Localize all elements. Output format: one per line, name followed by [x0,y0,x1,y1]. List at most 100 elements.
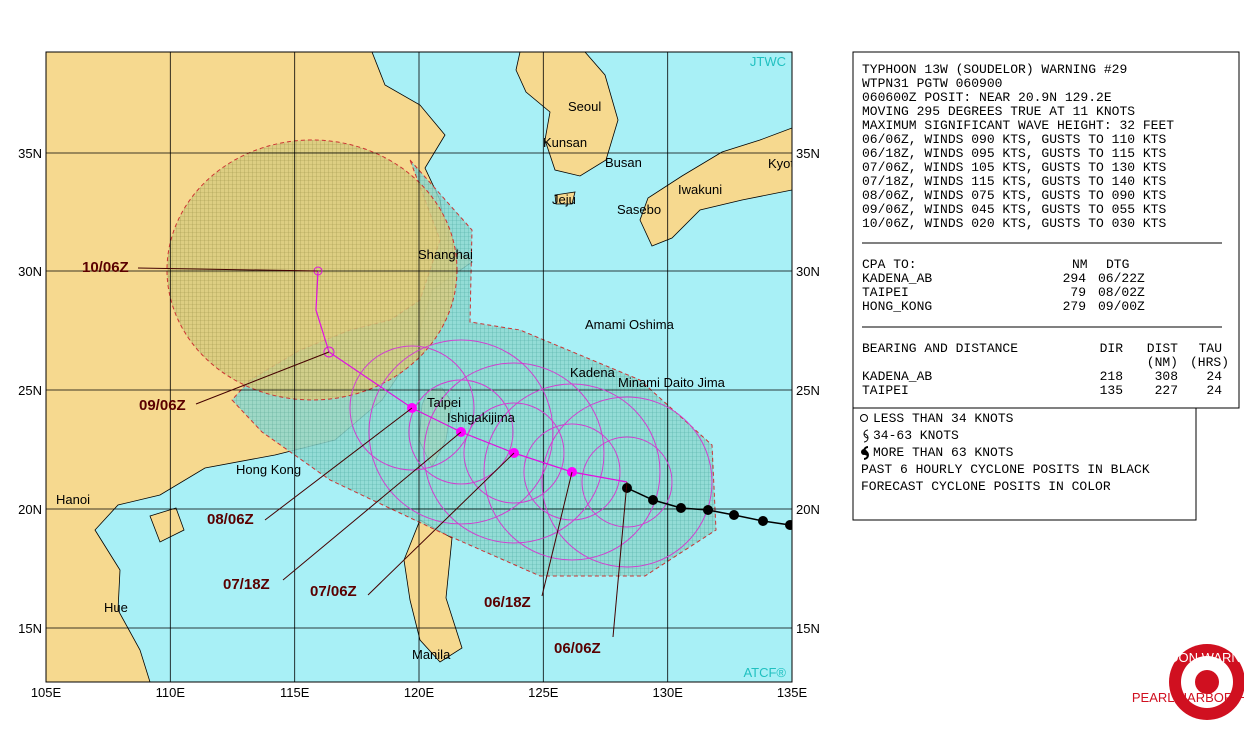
corner-label: ATCF® [743,665,786,680]
lon-label: 120E [404,685,435,700]
legend-symbol [861,449,867,455]
place-label: Hanoi [56,492,90,507]
place-label: Jeju [552,192,576,207]
place-label: Sasebo [617,202,661,217]
panel-text: 08/02Z [1098,285,1145,300]
place-label: Ishigakijima [447,410,516,425]
panel-text: MORE THAN 63 KNOTS [873,445,1014,460]
panel-text: 135 [1100,383,1123,398]
panel-text: 79 [1070,285,1086,300]
panel-text: 10/06Z, WINDS 020 KTS, GUSTS TO 030 KTS [862,216,1166,231]
legend-symbol [863,429,869,443]
panel-text: DIST [1147,341,1178,356]
panel-text: KADENA_AB [862,271,932,286]
panel-text: DIR [1100,341,1124,356]
panel-text: KADENA_AB [862,369,932,384]
panel-text: FORECAST CYCLONE POSITS IN COLOR [861,479,1111,494]
lat-label: 35N [796,146,820,161]
panel-text: 218 [1100,369,1123,384]
lat-label: 25N [18,383,42,398]
label-leaders [137,267,628,638]
panel-text: WTPN31 PGTW 060900 [862,76,1002,91]
place-label: Beijing [300,38,339,53]
lat-label: 35N [18,146,42,161]
lon-label: 125E [528,685,559,700]
lon-label: 105E [31,685,62,700]
place-label: Kyoto [768,156,801,171]
logo-text: JOINT TYPHOON WARNING CENTER [1093,650,1244,665]
forecast-label: 06/06Z [554,640,601,657]
panel-text: 06/06Z, WINDS 090 KTS, GUSTS TO 110 KTS [862,132,1166,147]
panel-text: 07/18Z, WINDS 115 KTS, GUSTS TO 140 KTS [862,174,1166,189]
panel-text: 06/18Z, WINDS 095 KTS, GUSTS TO 115 KTS [862,146,1166,161]
logo-subtext: PEARL HARBOR HAWAII [1132,690,1244,705]
lat-label: 30N [18,264,42,279]
map-frame [45,51,793,683]
panel-text: 24 [1206,383,1222,398]
panel-text: 227 [1155,383,1178,398]
place-label: Minami Daito Jima [618,375,726,390]
lon-label: 135E [777,685,808,700]
panel-text: 34-63 KNOTS [873,428,959,443]
panel-text: 09/06Z, WINDS 045 KTS, GUSTS TO 055 KTS [862,202,1166,217]
panel-text: 06/22Z [1098,271,1145,286]
place-label: Hue [104,600,128,615]
lon-label: 110E [156,685,186,700]
place-label: Iwakuni [678,182,722,197]
panel-text: (HRS) [1190,355,1229,370]
panel-text: TAIPEI [862,383,909,398]
wind-radii [349,339,713,568]
forecast-track [315,270,628,483]
forecast-label: 10/06Z [82,259,129,276]
panel-text: CPA TO: [862,257,917,272]
panel-text: 07/06Z, WINDS 105 KTS, GUSTS TO 130 KTS [862,160,1166,175]
panel-text: MAXIMUM SIGNIFICANT WAVE HEIGHT: 32 FEET [862,118,1174,133]
lat-label: 15N [796,621,820,636]
legend-box [852,407,1197,521]
panel-text: MOVING 295 DEGREES TRUE AT 11 KNOTS [862,104,1135,119]
forecast-label: 06/18Z [484,594,531,611]
place-label: Taipei [427,395,461,410]
panel-text: 060600Z POSIT: NEAR 20.9N 129.2E [862,90,1112,105]
panel-text: TAU [1199,341,1222,356]
lat-label: 20N [796,502,820,517]
place-label: Kadena [570,365,616,380]
panel-text: HONG_KONG [862,299,932,314]
panel-text: 08/06Z, WINDS 075 KTS, GUSTS TO 090 KTS [862,188,1166,203]
panel-text: TAIPEI [862,285,909,300]
panel-text: 09/00Z [1098,299,1145,314]
logo-symbol [1195,670,1219,694]
forecast-label: 09/06Z [139,397,186,414]
panel-text: NM [1072,257,1088,272]
corner-label: JTWC [750,54,786,69]
lat-label: 30N [796,264,820,279]
panel-text: DTG [1106,257,1129,272]
legend-symbol [860,414,868,422]
map: Beijing Seoul Kunsan Busan Jeju Sasebo Iwakuni… [46,38,801,682]
grid [46,52,792,682]
place-label: Busan [605,155,642,170]
lat-label: 20N [18,502,42,517]
panel-text: 279 [1063,299,1086,314]
panel-text: 24 [1206,369,1222,384]
panel-text: (NM) [1147,355,1178,370]
lat-label: 15N [18,621,42,636]
panel-text: PAST 6 HOURLY CYCLONE POSITS IN BLACK [861,462,1150,477]
place-label: Hong Kong [236,462,301,477]
lon-label: 130E [653,685,684,700]
forecast-label: 08/06Z [207,511,254,528]
place-label: Amami Oshima [585,317,675,332]
lon-label: 115E [280,685,310,700]
weakening-area [166,139,458,401]
place-label: Seoul [568,99,601,114]
place-label: Shanghai [418,247,473,262]
panel-text: 308 [1155,369,1178,384]
warning-box [852,51,1240,409]
panel-text: BEARING AND DISTANCE [862,341,1018,356]
panel-text: 294 [1063,271,1087,286]
past-positions [622,483,792,530]
place-label: Kunsan [543,135,587,150]
lat-label: 25N [796,383,820,398]
forecast-label: 07/18Z [223,576,270,593]
